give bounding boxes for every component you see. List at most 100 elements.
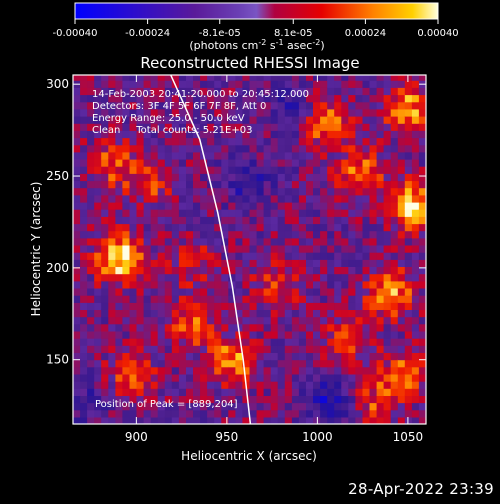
image-pixel [256,295,265,303]
image-pixel [291,359,300,368]
image-pixel [355,216,364,225]
image-pixel [94,323,102,332]
image-pixel [129,359,138,368]
image-pixel [404,352,413,361]
image-pixel [221,158,229,167]
image-pixel [186,209,194,217]
image-pixel [263,330,272,339]
image-pixel [383,345,392,353]
image-pixel [320,87,328,96]
image-pixel [256,216,265,225]
image-pixel [171,237,180,246]
image-pixel [263,352,272,361]
image-pixel [136,116,145,124]
image-pixel [404,409,413,418]
image-pixel [348,244,356,253]
image-pixel [355,173,364,182]
image-pixel [376,209,385,217]
image-pixel [418,373,426,382]
image-pixel [108,373,116,382]
image-pixel [94,130,102,139]
image-pixel [348,223,356,232]
image-pixel [291,137,300,146]
image-pixel [73,252,81,260]
image-pixel [369,381,378,389]
image-pixel [284,244,293,253]
image-pixel [397,309,406,318]
image-pixel [143,216,152,225]
image-pixel [306,137,314,146]
image-pixel [341,223,349,232]
image-pixel [369,187,378,196]
image-pixel [341,373,349,382]
image-pixel [369,388,378,396]
image-pixel [115,216,124,225]
image-pixel [327,309,335,318]
image-pixel [418,194,426,203]
image-pixel [277,388,286,396]
image-pixel [277,345,286,353]
image-pixel [334,366,342,375]
image-pixel [80,216,88,225]
image-pixel [101,388,109,396]
image-pixel [200,416,208,424]
image-pixel [178,352,187,361]
image-pixel [150,137,159,146]
image-pixel [136,75,145,81]
image-pixel [341,209,349,217]
image-pixel [369,223,378,232]
image-pixel [348,359,356,368]
image-pixel [221,87,229,96]
image-pixel [242,166,251,174]
image-pixel [362,123,371,131]
image-pixel [214,273,222,282]
image-pixel [171,209,180,217]
image-pixel [256,280,265,289]
image-pixel [108,309,116,318]
image-pixel [306,323,314,332]
image-pixel [256,237,265,246]
image-pixel [369,194,378,203]
image-pixel [327,259,335,267]
image-pixel [115,75,124,81]
image-pixel [122,352,131,361]
image-pixel [362,116,371,124]
image-pixel [376,330,385,339]
image-pixel [87,280,95,289]
image-pixel [122,287,131,296]
image-pixel [362,144,371,153]
image-pixel [164,123,173,131]
image-pixel [157,166,166,174]
image-pixel [397,366,406,375]
image-pixel [73,230,81,239]
image-pixel [390,244,399,253]
image-pixel [313,101,321,110]
image-pixel [235,338,244,346]
image-pixel [418,302,426,310]
image-pixel [306,180,314,189]
image-pixel [341,338,349,346]
image-pixel [418,158,426,167]
image-pixel [228,295,236,303]
image-pixel [256,223,265,232]
image-pixel [94,230,102,239]
image-pixel [397,416,406,424]
image-pixel [284,381,293,389]
image-pixel [411,388,420,396]
image-pixel [397,187,406,196]
image-pixel [348,388,356,396]
image-pixel [298,402,307,411]
image-pixel [101,130,109,139]
image-pixel [355,137,364,146]
image-pixel [193,80,201,88]
image-pixel [277,330,286,339]
image-pixel [411,338,420,346]
image-pixel [80,345,88,353]
image-pixel [150,409,159,418]
image-pixel [186,381,194,389]
image-pixel [334,252,342,260]
image-pixel [362,302,371,310]
image-pixel [320,252,328,260]
image-pixel [362,216,371,225]
image-pixel [306,173,314,182]
